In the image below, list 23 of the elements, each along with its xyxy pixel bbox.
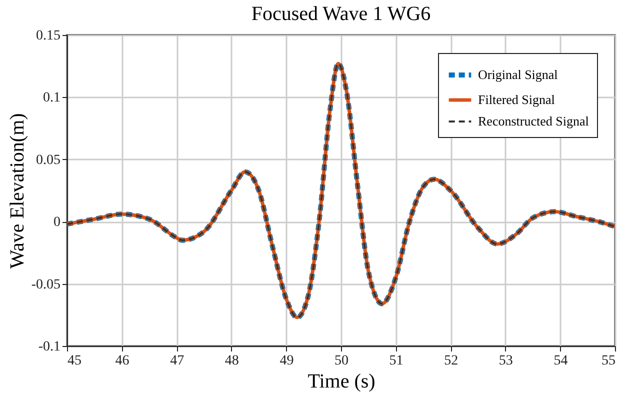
x-tick-label: 46	[115, 354, 130, 368]
x-tick-label: 50	[334, 354, 348, 368]
y-tick-label: 0.05	[36, 152, 60, 168]
y-tick-label: 0	[54, 215, 60, 230]
x-tick-label: 47	[170, 354, 184, 368]
x-tick-label: 53	[498, 354, 513, 368]
x-tick-label: 48	[224, 354, 239, 368]
x-tick-label: 55	[602, 354, 616, 368]
x-tick-label: 45	[68, 354, 82, 368]
legend-label: Reconstructed Signal	[478, 114, 590, 128]
y-tick-label: 0.15	[36, 28, 60, 44]
chart-title: Focused Wave 1 WG6	[251, 3, 431, 25]
x-tick-label: 54	[554, 354, 568, 368]
y-tick-label: -0.05	[31, 277, 60, 292]
x-tick-label: 51	[389, 354, 404, 368]
x-tick-label: 49	[280, 354, 294, 368]
legend-label: Original Signal	[478, 67, 558, 82]
y-tick-label: -0.1	[38, 340, 60, 354]
y-tick-label: 0.1	[43, 90, 60, 106]
y-axis-title: Wave Elevation(m)	[6, 113, 28, 269]
x-axis-title: Time (s)	[308, 370, 376, 392]
x-tick-label: 52	[444, 354, 458, 368]
legend-label: Filtered Signal	[478, 92, 556, 107]
